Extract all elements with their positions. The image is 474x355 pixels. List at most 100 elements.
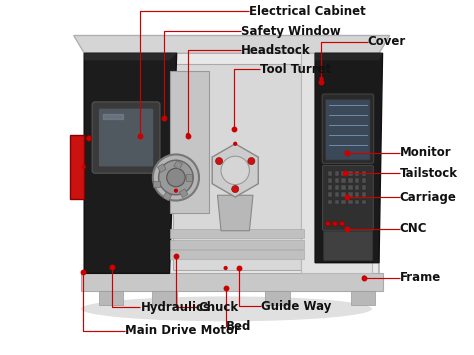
Circle shape [325,221,330,226]
Bar [341,171,346,176]
Bar [341,192,346,197]
Bar [265,291,290,305]
Bar [335,192,339,197]
Circle shape [319,77,324,81]
Bar [179,189,188,198]
Polygon shape [81,273,383,291]
Polygon shape [315,53,383,60]
Circle shape [153,154,199,201]
Text: Main Drive Motor: Main Drive Motor [125,324,240,337]
Circle shape [345,195,349,199]
Circle shape [216,158,223,165]
Bar [157,164,166,173]
Polygon shape [301,53,372,273]
Bar [355,178,359,183]
Bar [348,192,353,197]
Text: Electrical Cabinet: Electrical Cabinet [249,5,366,18]
Circle shape [221,156,249,185]
Text: Tailstock: Tailstock [400,167,457,180]
Bar [328,185,332,190]
Bar [348,171,353,176]
Text: Cover: Cover [368,36,406,48]
Bar [355,185,359,190]
Bar [355,192,359,197]
Circle shape [362,275,366,280]
Circle shape [186,133,190,137]
Bar [99,291,123,305]
Circle shape [332,221,337,226]
Circle shape [224,266,228,270]
Polygon shape [84,53,177,60]
Polygon shape [70,135,84,199]
Bar [362,185,366,190]
Bar [328,200,332,204]
Bar [348,200,353,204]
Bar [355,171,359,176]
Text: Tool Turret: Tool Turret [260,63,331,76]
Circle shape [167,168,185,187]
Text: Headstock: Headstock [241,44,311,57]
Text: Bed: Bed [226,320,251,333]
FancyBboxPatch shape [99,109,153,166]
Text: Guide Way: Guide Way [261,300,331,312]
Polygon shape [173,64,301,270]
Text: CNC: CNC [400,223,427,235]
Polygon shape [73,36,390,53]
Bar [153,181,160,187]
Circle shape [82,165,86,169]
Bar [351,291,375,305]
Polygon shape [170,250,304,259]
Bar [152,291,177,305]
Bar [341,200,346,204]
FancyBboxPatch shape [324,231,373,261]
Polygon shape [84,53,177,273]
Bar [348,185,353,190]
Bar [362,192,366,197]
Polygon shape [170,240,304,248]
Circle shape [345,151,349,155]
FancyBboxPatch shape [92,102,160,173]
Circle shape [339,221,345,226]
Text: Hydraulics: Hydraulics [140,301,210,313]
Bar [174,160,182,169]
Bar [335,178,339,183]
Bar [328,171,332,176]
Polygon shape [170,229,304,238]
Bar [341,178,346,183]
Text: Safety Window: Safety Window [241,25,341,38]
Bar [335,185,339,190]
Bar [348,178,353,183]
Bar [362,178,366,183]
Polygon shape [212,144,258,197]
Circle shape [233,142,237,146]
Bar [186,174,192,181]
Circle shape [232,185,239,192]
Text: Chuck: Chuck [198,301,238,313]
Bar [362,171,366,176]
Bar [355,200,359,204]
FancyBboxPatch shape [325,99,370,160]
Polygon shape [170,71,209,213]
Ellipse shape [81,296,372,321]
Polygon shape [218,195,253,231]
Bar [163,192,172,201]
Text: Frame: Frame [400,271,441,284]
FancyBboxPatch shape [322,165,374,230]
Circle shape [159,160,193,195]
Bar [341,185,346,190]
Polygon shape [84,53,379,291]
Circle shape [248,158,255,165]
Bar [335,200,339,204]
FancyBboxPatch shape [322,94,374,163]
Polygon shape [315,53,383,263]
Circle shape [343,172,347,176]
Circle shape [174,189,178,193]
Circle shape [86,136,92,141]
Bar [335,171,339,176]
Bar [328,192,332,197]
Text: Carriage: Carriage [400,191,456,203]
Circle shape [345,227,349,231]
Text: Monitor: Monitor [400,146,451,159]
Bar [328,178,332,183]
Bar [362,200,366,204]
